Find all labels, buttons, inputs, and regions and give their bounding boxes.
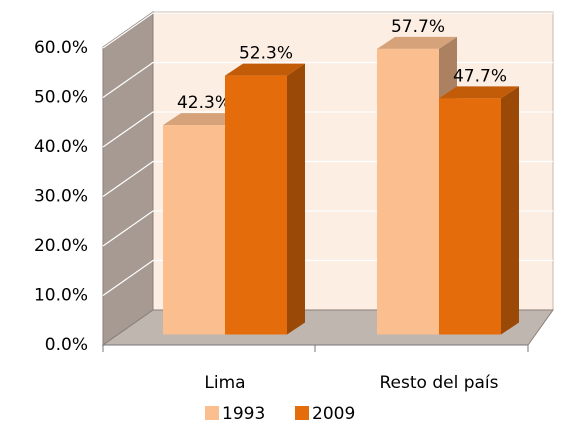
x-tick-label: Resto del país <box>380 373 499 393</box>
bar-side <box>501 86 519 335</box>
y-tick-label: 60.0% <box>34 38 88 58</box>
legend-swatch <box>205 406 219 420</box>
data-label: 57.7% <box>391 17 445 37</box>
legend-label: 2009 <box>312 404 355 424</box>
bar-top <box>163 113 243 126</box>
data-label: 52.3% <box>239 44 293 64</box>
y-tick-label: 30.0% <box>34 187 88 207</box>
data-label: 42.3% <box>177 93 231 113</box>
bar-top <box>225 63 305 76</box>
bar-side <box>287 63 305 335</box>
y-tick-label: 40.0% <box>34 137 88 157</box>
bar <box>163 125 225 335</box>
legend-swatch <box>295 406 309 420</box>
y-tick-label: 0.0% <box>45 335 88 355</box>
bar <box>377 48 439 335</box>
y-tick-label: 50.0% <box>34 88 88 108</box>
bar <box>225 75 287 335</box>
y-tick-label: 20.0% <box>34 236 88 256</box>
x-tick-label: Lima <box>204 373 245 393</box>
legend-label: 1993 <box>222 404 265 424</box>
bar-top <box>377 36 457 49</box>
bar-top <box>439 86 519 99</box>
grid-line <box>102 12 553 49</box>
y-tick-label: 10.0% <box>34 286 88 306</box>
data-label: 47.7% <box>453 66 507 86</box>
bar <box>439 98 501 335</box>
